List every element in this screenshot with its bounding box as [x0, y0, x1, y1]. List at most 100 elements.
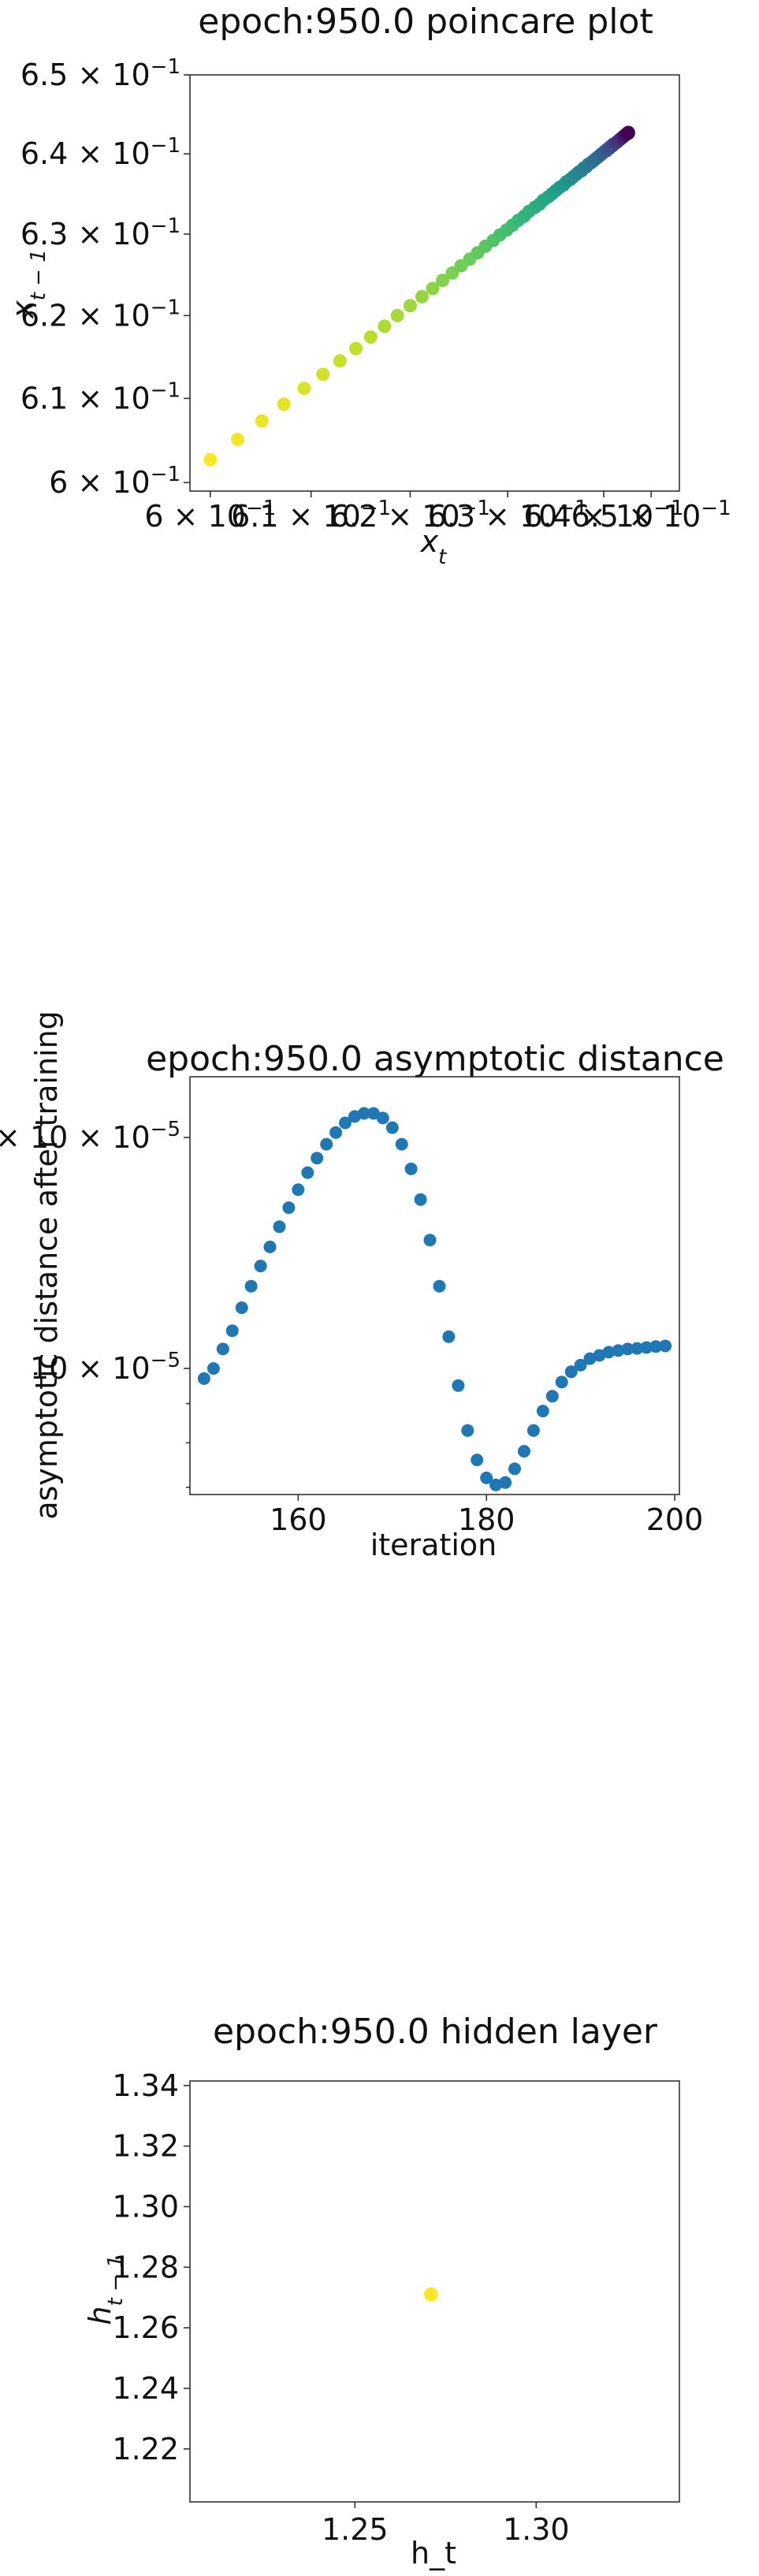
poincare-plot-frame	[189, 74, 680, 492]
asymptotic-point	[545, 1390, 559, 1403]
poincare-y-tick-label: 6.3 × 10−1	[20, 214, 180, 251]
hidden-layer-x-tick-label: 1.30	[503, 2512, 570, 2547]
asymptotic-point	[404, 1162, 418, 1175]
asymptotic-point	[216, 1342, 229, 1356]
asymptotic-point	[621, 1342, 634, 1356]
poincare-point	[255, 414, 269, 428]
asymptotic-point	[311, 1152, 324, 1165]
asymptotic-point	[583, 1352, 597, 1365]
asymptotic-point	[602, 1346, 616, 1359]
hidden-layer-title: epoch:950.0 hidden layer	[213, 2012, 658, 2052]
asymptotic-point	[640, 1341, 653, 1354]
poincare-point	[231, 433, 244, 446]
asymptotic-point	[366, 1107, 380, 1120]
asymptotic-point	[536, 1405, 549, 1418]
poincare-point	[390, 308, 404, 322]
asymptotic-point	[489, 1478, 503, 1491]
asymptotic-point	[197, 1372, 210, 1385]
asymptotic-point	[385, 1121, 399, 1134]
asymptotic-point	[631, 1342, 644, 1355]
hidden-layer-x-ticks: 1.25 1.30	[322, 2502, 570, 2547]
hidden-layer-y-tick-label: 1.26	[112, 2310, 179, 2345]
poincare-point	[445, 266, 459, 280]
hidden-layer-y-tick-label: 1.24	[112, 2371, 179, 2406]
asymptotic-chart: epoch:950.0 asymptotic distance 160 180 20…	[0, 1011, 724, 1562]
poincare-point	[277, 397, 291, 411]
hidden-layer-plot-frame	[189, 2080, 680, 2503]
asymptotic-point	[414, 1193, 427, 1206]
hidden-layer-y-tick-label: 1.32	[112, 2129, 179, 2164]
asymptotic-point	[499, 1476, 512, 1489]
asymptotic-point	[612, 1344, 625, 1357]
hidden-layer-x-tick-label: 1.25	[322, 2512, 389, 2547]
asymptotic-y-tick-label: 2 × 10 × 10−5	[0, 1118, 180, 1155]
poincare-point	[621, 125, 635, 140]
asymptotic-point	[471, 1454, 484, 1467]
poincare-y-tick-label: 6.2 × 10−1	[20, 296, 180, 333]
asymptotic-point	[263, 1240, 277, 1253]
asymptotic-point	[461, 1424, 474, 1437]
hidden-layer-y-tick-label: 1.34	[112, 2068, 179, 2103]
poincare-y-tick-label: 6.5 × 10−1	[20, 55, 180, 92]
asymptotic-point	[339, 1116, 352, 1130]
poincare-y-ticks: 6 × 10−1 6.1 × 10−1 6.2 × 10−1 6.3 × 10−1 6.…	[20, 55, 190, 500]
hidden-layer-y-ticks: 1.22 1.24 1.26 1.28 1.30 1.32 1.34	[112, 2068, 190, 2466]
asymptotic-point	[244, 1279, 258, 1293]
poincare-point	[426, 281, 440, 296]
poincare-point	[378, 319, 392, 333]
asymptotic-point	[254, 1260, 267, 1273]
asymptotic-point	[659, 1339, 672, 1353]
asymptotic-x-tick-label: 160	[270, 1502, 327, 1537]
hidden-layer-x-axis-label: h_t	[411, 2536, 456, 2570]
poincare-x-tick-label: 6 × 10−1	[144, 497, 276, 534]
asymptotic-point	[574, 1358, 587, 1372]
poincare-point	[333, 354, 347, 368]
asymptotic-point	[225, 1324, 239, 1338]
asymptotic-point	[301, 1166, 314, 1179]
asymptotic-point	[442, 1330, 456, 1343]
asymptotic-y-ticks: 10 × 10−5 2 × 10 × 10−5	[0, 1118, 190, 1488]
asymptotic-point	[273, 1220, 286, 1234]
asymptotic-point	[423, 1234, 437, 1247]
poincare-y-tick-label: 6.4 × 10−1	[20, 134, 180, 171]
asymptotic-point	[480, 1471, 493, 1484]
asymptotic-x-axis-label: iteration	[370, 1528, 497, 1562]
poincare-chart: epoch:950.0 poincare plot 6 × 10−16.1 × …	[6, 2, 731, 569]
poincare-x-tick-label: 6.3 × 10−1	[428, 497, 588, 534]
poincare-x-ticks: 6 × 10−16.1 × 10−16.2 × 10−16.3 × 10−16.…	[144, 491, 731, 534]
asymptotic-y-axis-label: asymptotic distance after training	[29, 1011, 64, 1520]
asymptotic-point	[376, 1111, 389, 1125]
asymptotic-plot-frame	[189, 1076, 680, 1495]
poincare-point	[349, 341, 363, 356]
poincare-point	[316, 367, 330, 382]
poincare-point	[363, 330, 378, 344]
poincare-point	[436, 274, 449, 288]
hidden-layer-point	[423, 2287, 438, 2302]
poincare-point	[415, 289, 429, 303]
asymptotic-point	[329, 1126, 343, 1139]
asymptotic-y-tick-label: 10 × 10−5	[30, 1349, 180, 1386]
hidden-layer-points	[423, 2287, 438, 2302]
asymptotic-point	[508, 1462, 521, 1476]
asymptotic-point	[433, 1279, 446, 1293]
poincare-x-tick-label: 6.1 × 10−1	[231, 497, 391, 534]
asymptotic-point	[320, 1137, 333, 1151]
asymptotic-x-tick-label: 180	[458, 1502, 515, 1537]
poincare-point	[403, 299, 417, 313]
poincare-points	[203, 125, 635, 467]
poincare-point	[297, 382, 311, 396]
poincare-x-tick-label: 6.5 × 10−1	[571, 497, 731, 534]
hidden-layer-y-tick-label: 1.30	[112, 2189, 179, 2224]
asymptotic-point	[282, 1201, 296, 1215]
asymptotic-point	[292, 1183, 305, 1197]
poincare-x-tick-label: 6.2 × 10−1	[330, 497, 490, 534]
asymptotic-point	[526, 1424, 540, 1437]
asymptotic-point	[555, 1375, 568, 1389]
asymptotic-point	[357, 1107, 370, 1120]
poincare-y-tick-label: 6.1 × 10−1	[20, 378, 180, 415]
poincare-point	[203, 452, 218, 467]
asymptotic-point	[564, 1365, 578, 1379]
asymptotic-x-ticks: 160 180 200	[270, 1495, 703, 1537]
asymptotic-point	[518, 1445, 530, 1458]
hidden-layer-y-tick-label: 1.28	[112, 2250, 179, 2284]
